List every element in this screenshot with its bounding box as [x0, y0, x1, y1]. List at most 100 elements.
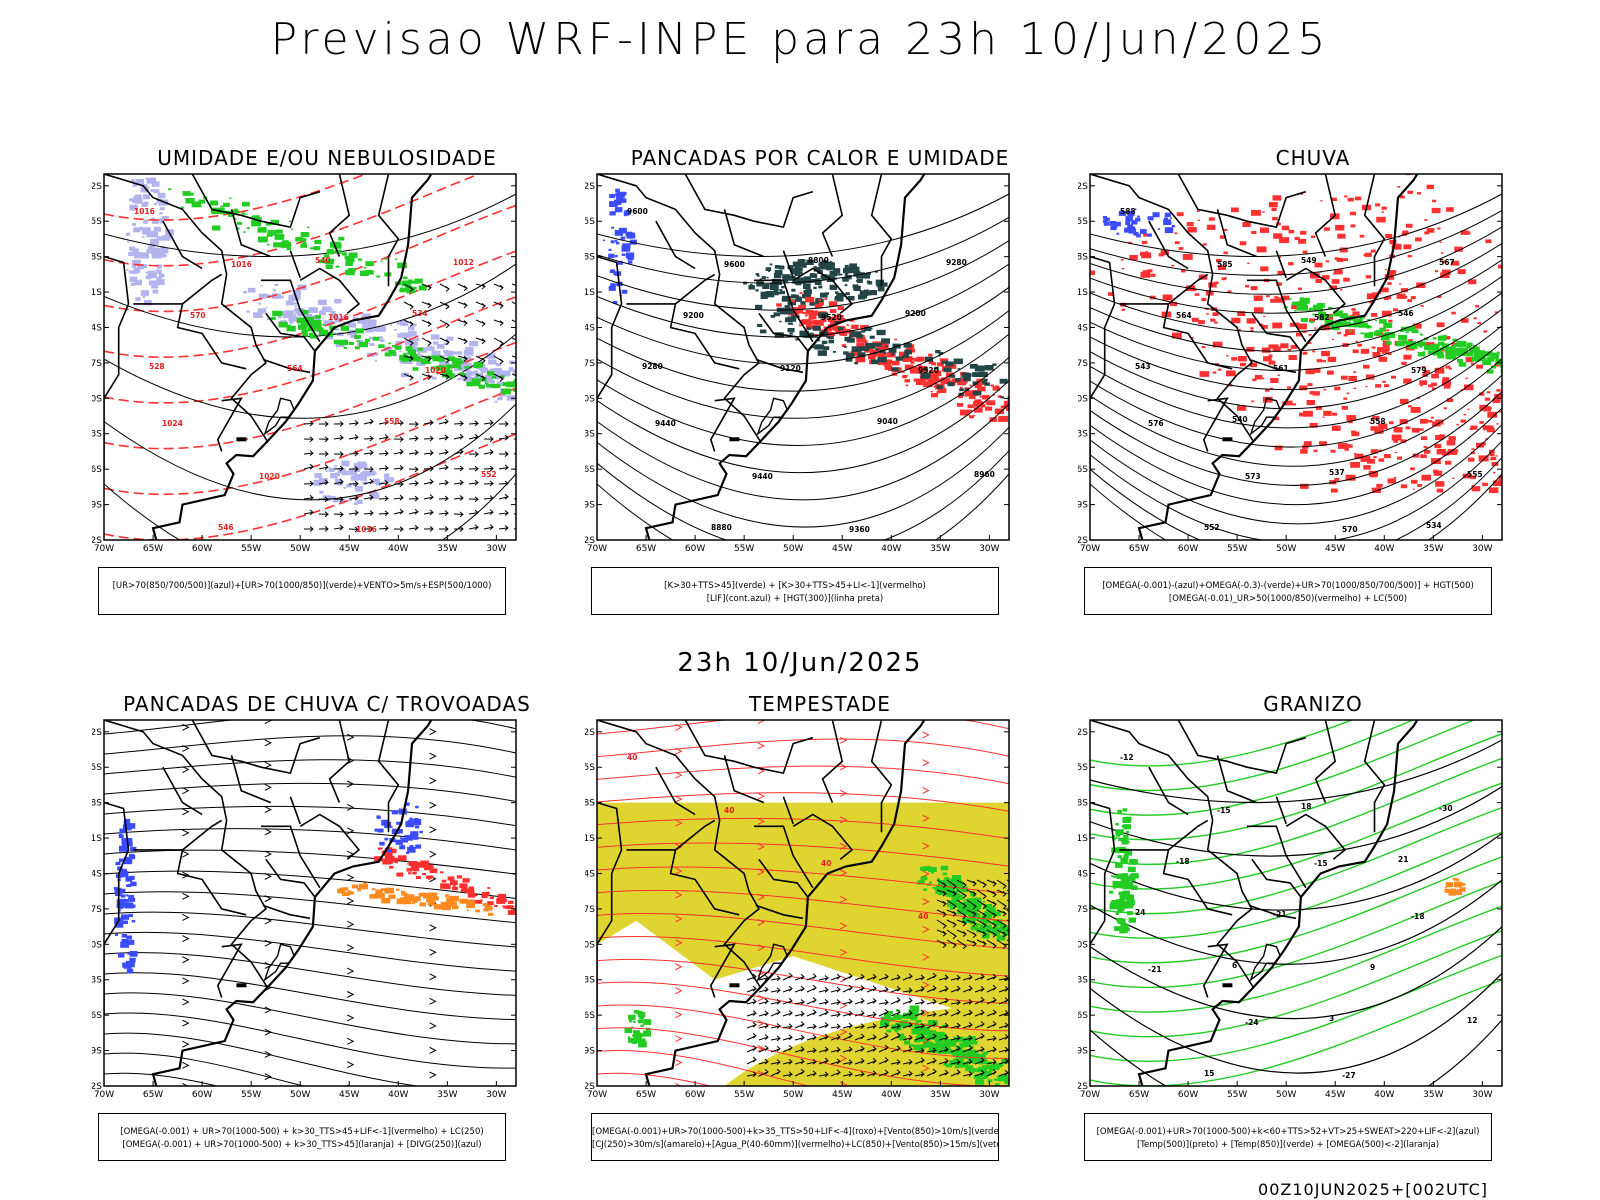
wind-vector: [818, 977, 829, 981]
shade-cell: [140, 252, 149, 259]
state-borders: [104, 174, 400, 474]
shade-cell: [313, 246, 321, 251]
shade-cell: [529, 386, 534, 389]
wind-vector: [962, 976, 973, 981]
shade-cell: [1231, 207, 1239, 213]
shade-cell: [954, 890, 958, 893]
shade-cell: [389, 324, 393, 326]
shade-cell: [300, 232, 310, 238]
wind-vector-head: [445, 373, 450, 380]
shade-cell: [1471, 356, 1480, 362]
shade-cell: [1370, 426, 1378, 431]
lon-label: 30W: [486, 1090, 506, 1100]
shade-cell: [388, 350, 396, 355]
shade-cell: [803, 276, 812, 282]
shade-cell: [1444, 886, 1447, 889]
border-line: [597, 174, 762, 443]
border-line: [262, 358, 311, 374]
wind-vector-head: [474, 496, 479, 503]
wind-vector-head: [896, 997, 901, 1003]
shade-cell: [121, 941, 130, 947]
shade-cell: [1505, 332, 1508, 334]
wind-vector-head: [800, 985, 805, 992]
shade-cell: [1368, 470, 1379, 477]
shade-cell: [489, 896, 494, 900]
shade-cell: [637, 1012, 646, 1018]
wind-vector-head: [884, 1069, 889, 1076]
shade-cell: [1323, 410, 1332, 416]
border-line: [1216, 755, 1258, 804]
shade-cell: [954, 378, 961, 382]
wind-vector-head: [1004, 1009, 1009, 1016]
shade-cell: [949, 891, 955, 895]
shade-cell: [1488, 487, 1499, 494]
map-layers: 9600960095209520944094409360928092009120…: [597, 174, 1009, 540]
wind-vector: [830, 1049, 841, 1053]
wind-vector: [806, 1049, 817, 1053]
shade-cell: [269, 232, 274, 235]
shade-cell: [134, 254, 140, 259]
shade-cell: [158, 199, 168, 206]
contour-line: [597, 263, 1009, 338]
wind-vector-head: [474, 451, 479, 458]
shade-cell: [850, 331, 859, 337]
shade-cell: [1119, 884, 1125, 888]
shade-cell: [471, 377, 475, 380]
shade-cell: [1426, 184, 1434, 190]
contour-line: [104, 174, 481, 267]
shade-cell: [927, 1035, 934, 1039]
lat-label: 12S: [92, 728, 102, 738]
shade-cell: [131, 198, 139, 203]
shade-cell: [996, 935, 1006, 941]
wind-vector: [830, 1036, 841, 1041]
shade-cell: [1365, 374, 1375, 380]
wind-vector-head: [339, 478, 344, 485]
shade-cell: [1127, 911, 1133, 916]
shade-cell: [394, 329, 397, 331]
border-line: [655, 766, 696, 816]
shade-cell: [778, 291, 782, 295]
shade-cell: [1369, 422, 1372, 424]
arrow-head: [675, 819, 683, 827]
wind-vector-head: [860, 1057, 865, 1064]
shade-cell: [444, 350, 454, 356]
wind-vector-head: [896, 1032, 901, 1039]
wind-vector-head: [824, 1071, 829, 1078]
shade-cell: [423, 895, 428, 899]
shade-cell: [1471, 486, 1481, 492]
shade-cell: [494, 904, 498, 907]
shade-cell: [377, 828, 384, 833]
contour-label: 534: [412, 309, 428, 318]
shade-cell: [396, 821, 401, 825]
arrow-head: [922, 731, 930, 739]
shade-cell: [1507, 457, 1514, 461]
shade-cell: [528, 383, 530, 384]
shade-cell: [1122, 883, 1132, 890]
wind-vector-head: [848, 1010, 853, 1017]
wind-vector: [408, 527, 419, 530]
shade-cell: [913, 378, 919, 382]
shade-cell: [1470, 362, 1474, 365]
shade-cell: [615, 240, 618, 242]
shade-cell: [430, 334, 440, 340]
shade-cell: [1378, 458, 1385, 462]
shade-cell: [642, 1040, 646, 1043]
shade-cell: [633, 1032, 642, 1039]
contour-line: [597, 720, 1009, 735]
shade-cell: [1407, 190, 1413, 194]
wind-vector-head: [499, 375, 504, 382]
wind-vector-head: [414, 466, 419, 473]
wind-vector-head: [980, 1046, 985, 1053]
contour-line: [104, 891, 516, 924]
contour-label: 1012: [453, 258, 474, 267]
shade-cell: [411, 280, 417, 284]
shade-cell: [360, 478, 363, 480]
legend-line: [LIF](cont.azul) + [HGT(300)](linha pret…: [706, 594, 884, 604]
shade-cell: [844, 267, 849, 270]
shade-cell: [499, 392, 506, 397]
shade-cell: [961, 904, 964, 906]
shade-cell: [384, 855, 395, 862]
shade-cell: [766, 276, 769, 279]
wind-vector-head: [489, 480, 494, 487]
shade-cell: [403, 276, 408, 280]
